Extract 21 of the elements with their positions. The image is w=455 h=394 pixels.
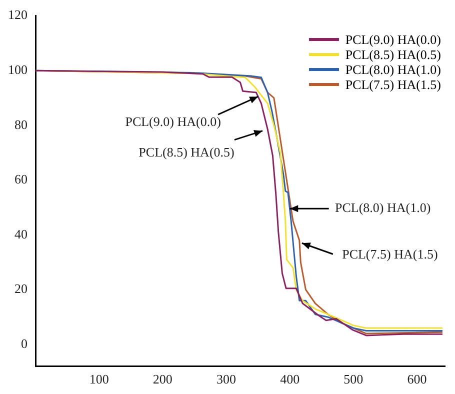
x-tick-label: 600	[407, 372, 427, 387]
legend-label: PCL(7.5) HA(1.5)	[345, 77, 441, 92]
annotation: PCL(9.0) HA(0.0)	[125, 114, 221, 130]
y-tick-label: 20	[14, 281, 28, 296]
legend-label: PCL(9.0) HA(0.0)	[345, 32, 441, 47]
y-tick-label: 120	[8, 7, 28, 22]
annotation: PCL(7.5) HA(1.5)	[342, 246, 438, 262]
annotation: PCL(8.0) HA(1.0)	[335, 200, 431, 216]
x-tick-label: 100	[89, 372, 109, 387]
x-tick-label: 300	[216, 372, 236, 387]
y-tick-label: 60	[14, 172, 28, 187]
x-tick-label: 500	[344, 372, 364, 387]
x-tick-label: 400	[280, 372, 300, 387]
y-tick-label: 80	[14, 116, 28, 132]
x-tick-label: 200	[152, 372, 172, 387]
annotation: PCL(8.5) HA(0.5)	[138, 144, 234, 160]
legend-label: PCL(8.5) HA(0.5)	[345, 47, 441, 62]
legend-label: PCL(8.0) HA(1.0)	[345, 62, 441, 77]
y-tick-label: 40	[14, 226, 28, 242]
y-tick-label: 100	[8, 62, 28, 78]
y-tick-label: 0	[21, 336, 28, 351]
